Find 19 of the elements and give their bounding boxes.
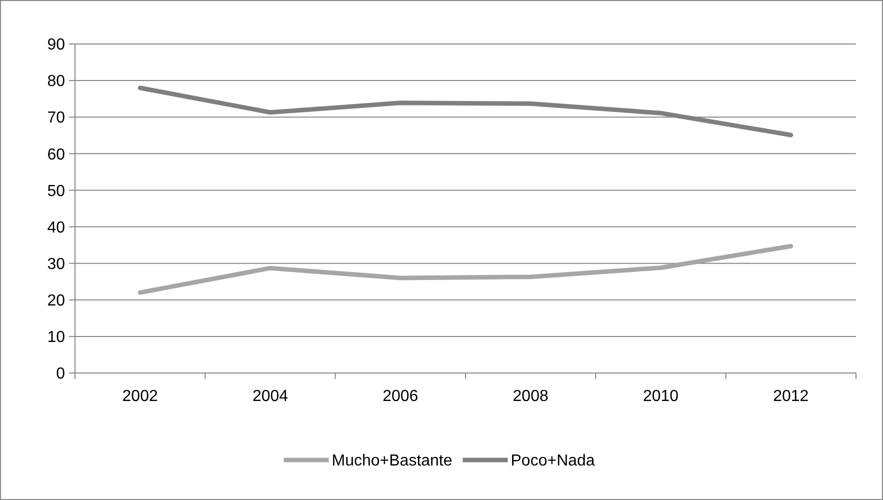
y-tick-label: 10 [47, 329, 66, 346]
y-tick-label: 60 [47, 146, 66, 164]
x-tick-label: 2004 [252, 388, 288, 405]
x-tick-label: 2002 [122, 388, 158, 405]
line-series [138, 244, 794, 295]
x-tick-label: 2008 [512, 388, 548, 405]
y-tick-label: 70 [47, 110, 66, 127]
y-tick-label: 90 [47, 36, 66, 54]
y-tick-label: 20 [47, 292, 66, 310]
legend-label: Mucho+Bastante [332, 452, 452, 470]
x-tick-label: 2010 [642, 388, 679, 405]
legend-label: Poco+Nada [510, 452, 595, 470]
y-tick-label: 0 [56, 366, 66, 383]
y-tick-label: 40 [47, 219, 66, 236]
x-tick-label: 2006 [382, 388, 418, 405]
y-tick-label: 30 [47, 256, 66, 273]
y-tick-label: 50 [47, 182, 66, 200]
x-tick-label: 2012 [773, 388, 809, 405]
y-tick-label: 80 [47, 73, 66, 90]
